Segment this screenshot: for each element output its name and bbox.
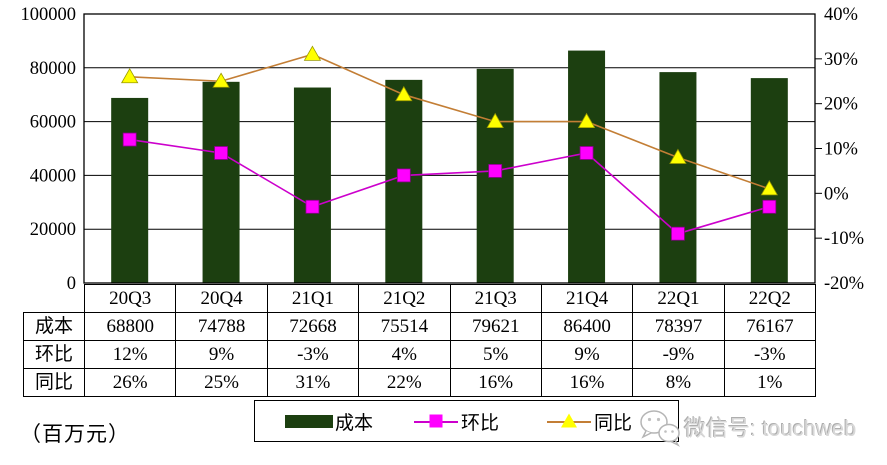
table-cell: 76167 [723, 312, 817, 341]
col-header-21Q1: 21Q1 [266, 284, 360, 313]
chart-legend: 成本 环比 同比 [254, 400, 679, 442]
marker-同比-21Q3 [486, 112, 504, 128]
row-header: 成本 [23, 312, 85, 341]
table-corner-cell [24, 285, 85, 313]
table-cell: 9% [540, 340, 634, 369]
marker-同比-21Q1 [303, 45, 322, 61]
table-cell: 26% [83, 368, 177, 397]
unit-label: （百万元） [20, 422, 130, 446]
marker-环比-21Q2 [396, 168, 411, 183]
right-axis-label: 20% [824, 95, 858, 115]
series-line-环比 [129, 138, 770, 235]
marker-同比-20Q3 [120, 67, 139, 84]
table-cell: 16% [449, 368, 542, 397]
marker-同比-22Q2 [760, 180, 779, 196]
table-cell: -3% [723, 340, 817, 369]
col-header-21Q2: 21Q2 [358, 284, 451, 313]
right-axis-label: 0% [824, 184, 849, 204]
marker-环比-22Q2 [762, 199, 777, 214]
col-header-22Q1: 22Q1 [632, 284, 725, 313]
right-axis-label: 40% [824, 5, 858, 25]
right-axis-label: 10% [824, 140, 858, 160]
table-cell: 75514 [358, 312, 451, 341]
legend-label-cost: 成本 [335, 412, 374, 434]
marker-同比-20Q4 [212, 72, 230, 88]
table-cell: 5% [449, 340, 542, 369]
table-row: 成本 68800 74788 72668 75514 79621 86400 78397 761… [23, 312, 817, 341]
wechat-icon [640, 410, 680, 447]
table-cell: 22% [358, 368, 451, 397]
data-table: 20Q3 20Q4 21Q1 21Q2 21Q3 21Q4 22Q1 22Q2 成本 68800 7… [23, 284, 817, 397]
table-cell: 78397 [632, 312, 725, 341]
marker-环比-21Q1 [305, 199, 320, 214]
marker-环比-21Q3 [488, 164, 503, 178]
table-cell: 68800 [83, 312, 177, 341]
left-axis-label: 40000 [30, 166, 76, 186]
legend-label-qoq: 环比 [461, 412, 500, 434]
marker-环比-20Q3 [122, 132, 137, 147]
legend-item-cost: 成本 [285, 401, 373, 441]
table-row: 同比 26% 25% 31% 22% 16% 16% 8% 1% [23, 368, 817, 397]
watermark: 微信号: touchweb [636, 405, 856, 449]
table-cell: -3% [266, 340, 360, 369]
table-cell: 74788 [175, 312, 268, 341]
data-table-wrap: 20Q3 20Q4 21Q1 21Q2 21Q3 21Q4 22Q1 22Q2 成本 68800 7… [23, 284, 817, 397]
row-header: 环比 [23, 340, 85, 369]
legend-label-yoy: 同比 [594, 412, 633, 434]
legend-item-qoq: 环比 [414, 401, 499, 441]
col-header-21Q4: 21Q4 [540, 284, 634, 313]
left-axis-label: 60000 [30, 113, 76, 133]
table-header-row: 20Q3 20Q4 21Q1 21Q2 21Q3 21Q4 22Q1 22Q2 [24, 284, 817, 313]
table-row: 环比 12% 9% -3% 4% 5% 9% -9% -3% [23, 340, 817, 369]
left-axis-label: 0 [67, 274, 76, 294]
bar-20Q4 [202, 81, 240, 283]
row-header: 同比 [23, 368, 85, 397]
bar-22Q1 [659, 72, 697, 284]
bar-21Q4 [568, 50, 606, 283]
col-header-20Q4: 20Q4 [175, 284, 268, 313]
bar-20Q3 [111, 97, 149, 283]
marker-同比-22Q1 [669, 148, 687, 164]
marker-环比-22Q1 [671, 226, 685, 241]
yoy-line-triangle-icon [547, 413, 591, 429]
table-cell: 1% [723, 368, 817, 397]
marker-环比-21Q4 [579, 146, 594, 160]
watermark-text: 微信号: touchweb [684, 416, 857, 441]
left-axis-label: 20000 [30, 220, 76, 240]
table-cell: 8% [632, 368, 725, 397]
marker-同比-21Q2 [395, 85, 413, 102]
table-cell: -9% [632, 340, 725, 369]
legend-item-yoy: 同比 [547, 401, 632, 441]
right-axis-label: 30% [824, 50, 858, 70]
table-cell: 31% [266, 368, 360, 397]
table-cell: 12% [83, 340, 177, 369]
left-axis-label: 80000 [30, 59, 76, 79]
col-header-20Q3: 20Q3 [83, 284, 177, 313]
table-cell: 86400 [540, 312, 634, 341]
table-cell: 79621 [449, 312, 542, 341]
series-line-同比 [129, 53, 770, 190]
qoq-line-square-icon [414, 414, 458, 429]
col-header-22Q2: 22Q2 [723, 284, 817, 313]
table-cell: 9% [175, 340, 268, 369]
combo-chart-plot: 0 20000 40000 60000 80000 100000 -20% -10% 0% 10%… [21, 5, 865, 294]
table-cell: 72668 [266, 312, 360, 341]
bar-21Q1 [293, 87, 331, 284]
right-axis-label: -10% [824, 229, 864, 249]
left-axis-label: 100000 [21, 5, 77, 25]
marker-环比-20Q4 [214, 146, 228, 160]
col-header-21Q3: 21Q3 [449, 284, 542, 313]
table-cell: 4% [358, 340, 451, 369]
table-cell: 25% [175, 368, 268, 397]
right-axis-label: -20% [824, 274, 864, 294]
table-cell: 16% [540, 368, 634, 397]
cost-bar-swatch-icon [285, 414, 333, 428]
marker-同比-21Q4 [577, 112, 596, 128]
